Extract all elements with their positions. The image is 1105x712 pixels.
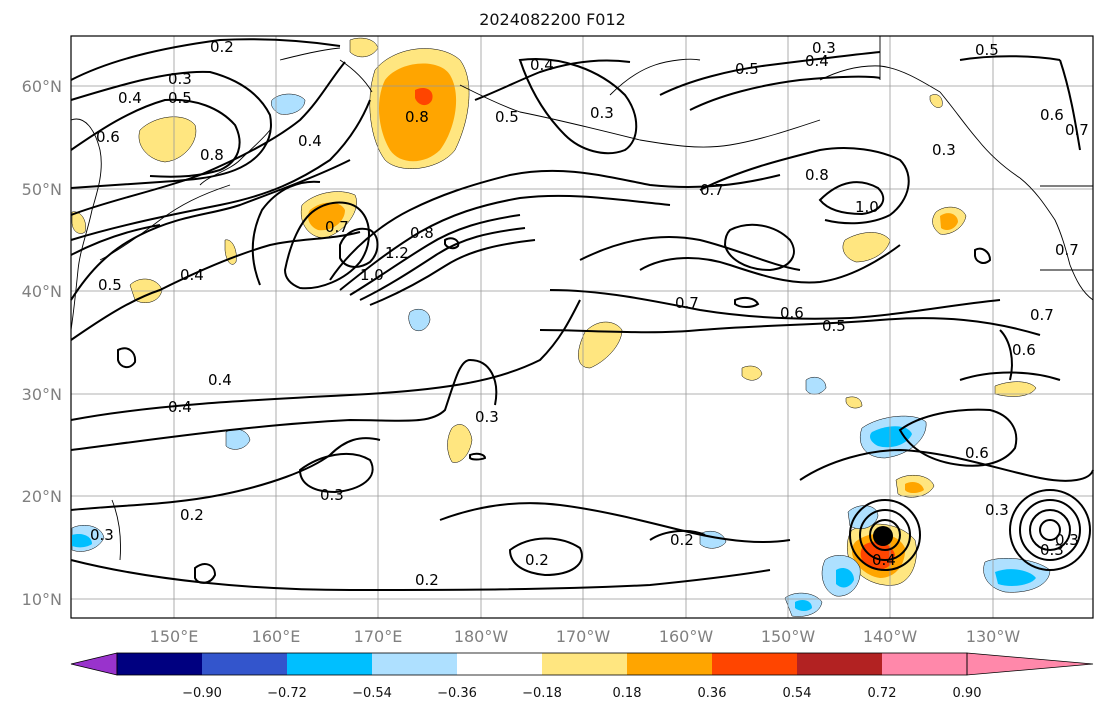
contour-label: 0.5: [975, 41, 999, 59]
contour-label: 0.8: [405, 108, 429, 126]
colorbar-swatch: [797, 653, 882, 675]
colorbar-tick: −0.72: [267, 686, 307, 701]
contour-label: 0.6: [1012, 341, 1036, 359]
colorbar-extend-high: [966, 652, 1094, 676]
colorbar-swatch: [542, 653, 627, 675]
colorbar-swatch: [627, 653, 712, 675]
colorbar: −0.90 −0.72 −0.54 −0.36 −0.18 0.18 0.36 …: [70, 652, 1094, 701]
lat-label: 50°N: [22, 180, 62, 199]
contour-label: 0.7: [1030, 306, 1054, 324]
contour-label: 0.2: [415, 571, 439, 589]
contour-label: 0.8: [805, 166, 829, 184]
contour-label: 0.3: [590, 104, 614, 122]
contour-label: 0.4: [118, 89, 142, 107]
lon-label: 160°W: [659, 627, 714, 646]
longitude-labels: 150°E 160°E 170°E 180°W 170°W 160°W 150°…: [150, 627, 1021, 646]
contour-label: 0.3: [90, 526, 114, 544]
lon-label: 170°E: [354, 627, 403, 646]
colorbar-tick: 0.54: [783, 686, 812, 701]
contour-label: 0.7: [700, 181, 724, 199]
lat-label: 20°N: [22, 487, 62, 506]
contour-label: 0.4: [805, 52, 829, 70]
contour-label: 0.6: [780, 304, 804, 322]
contour-label: 0.3: [932, 141, 956, 159]
colorbar-tick: 0.36: [698, 686, 727, 701]
colorbar-swatch: [457, 653, 542, 675]
contour-label: 0.8: [200, 146, 224, 164]
lon-label: 150°E: [150, 627, 199, 646]
storm-center-marker: [873, 526, 893, 546]
graticule: [71, 36, 1093, 618]
contour-label: 1.0: [360, 266, 384, 284]
contour-label: 0.2: [525, 551, 549, 569]
colorbar-swatch: [287, 653, 372, 675]
contour-label: 0.7: [1055, 241, 1079, 259]
contour-label: 0.5: [98, 276, 122, 294]
lon-label: 140°W: [863, 627, 918, 646]
lon-label: 170°W: [556, 627, 611, 646]
colorbar-tick: 0.90: [953, 686, 982, 701]
lat-label: 60°N: [22, 77, 62, 96]
colorbar-tick: −0.90: [182, 686, 222, 701]
contour-label-layer: 0.2 0.3 0.4 0.5 0.6 0.8 0.4 0.5 0.3 0.5 …: [90, 38, 1089, 589]
contour-label: 0.5: [495, 108, 519, 126]
negative-fill-regions: [71, 93, 1051, 617]
map-title: 2024082200 F012: [479, 10, 626, 29]
contour-label: 0.8: [410, 224, 434, 242]
lon-label: 160°E: [252, 627, 301, 646]
lat-label: 10°N: [22, 590, 62, 609]
colorbar-extend-low: [70, 652, 118, 676]
contour-label: 0.6: [965, 444, 989, 462]
contour-label: 0.7: [675, 294, 699, 312]
contour-label: 0.3: [985, 501, 1009, 519]
contour-label: 0.4: [298, 132, 322, 150]
contour-label: 0.2: [210, 38, 234, 56]
contour-label: 0.2: [670, 531, 694, 549]
lon-label: 130°W: [966, 627, 1021, 646]
contour-label: 1.2: [385, 244, 409, 262]
coastlines: [70, 36, 1094, 561]
contour-label: 0.3: [812, 39, 836, 57]
contour-label: 0.2: [180, 506, 204, 524]
colorbar-tick: −0.36: [437, 686, 477, 701]
colorbar-swatch: [882, 653, 967, 675]
contour-label: 0.3: [1055, 531, 1079, 549]
contour-label: 0.4: [872, 551, 896, 569]
contour-label: 0.3: [168, 70, 192, 88]
colorbar-tick: −0.54: [352, 686, 392, 701]
colorbar-swatch: [117, 653, 202, 675]
contour-label: 0.4: [180, 266, 204, 284]
contour-label: 0.3: [1040, 541, 1064, 559]
contour-label: 0.3: [475, 408, 499, 426]
contour-lines: [70, 38, 1094, 592]
lon-label: 180°W: [454, 627, 509, 646]
contour-label: 1.0: [855, 198, 879, 216]
contour-label: 0.5: [735, 60, 759, 78]
contour-label: 0.4: [530, 56, 554, 74]
map-panel: [70, 35, 1094, 619]
lon-label: 150°W: [761, 627, 816, 646]
colorbar-swatch: [712, 653, 797, 675]
colorbar-tick: 0.18: [613, 686, 642, 701]
colorbar-tick: −0.18: [522, 686, 562, 701]
contour-label: 0.6: [96, 128, 120, 146]
lat-label: 30°N: [22, 385, 62, 404]
contour-label: 0.4: [208, 371, 232, 389]
contour-label: 0.7: [1065, 121, 1089, 139]
contour-label: 0.6: [1040, 106, 1064, 124]
colorbar-tick: 0.72: [868, 686, 897, 701]
latitude-labels: 60°N 50°N 40°N 30°N 20°N 10°N: [22, 77, 62, 609]
contour-label: 0.4: [168, 398, 192, 416]
contour-label: 0.7: [325, 218, 349, 236]
lat-label: 40°N: [22, 282, 62, 301]
contour-label: 0.3: [320, 486, 344, 504]
contour-label: 0.5: [822, 317, 846, 335]
colorbar-swatch: [202, 653, 287, 675]
colorbar-swatch: [372, 653, 457, 675]
contour-label: 0.5: [168, 89, 192, 107]
